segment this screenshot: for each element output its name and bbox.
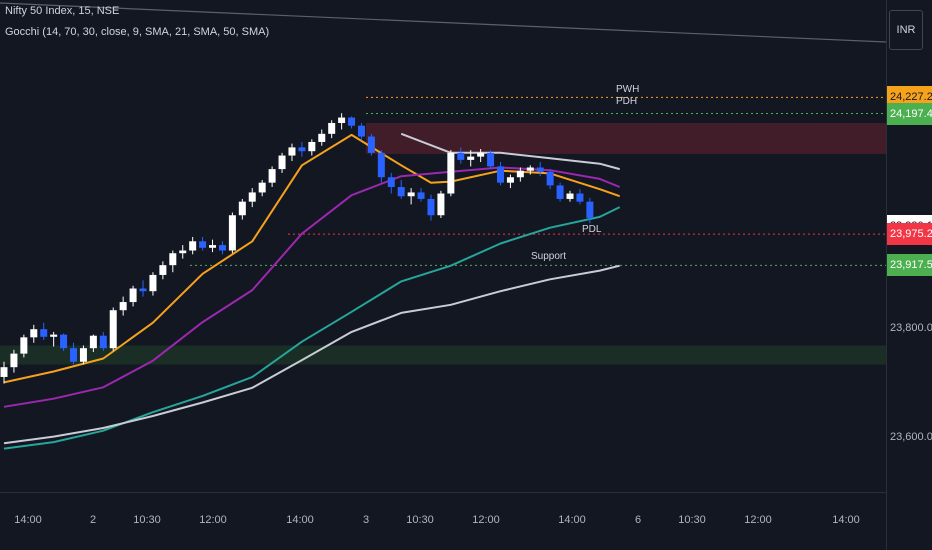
candle-bear <box>298 147 306 152</box>
candle-bear <box>218 245 226 251</box>
candle-bull <box>228 215 236 251</box>
support-label: Support <box>531 251 567 262</box>
candle-bull <box>318 133 326 142</box>
candle-bull <box>447 152 455 194</box>
candle-bull <box>328 122 336 134</box>
price-tag: 23,975.20 <box>887 223 932 246</box>
price-tag: 23,917.50 <box>887 254 932 277</box>
candle-bull <box>159 265 167 275</box>
candle-bull <box>119 302 127 311</box>
time-axis-label: 3 <box>362 514 370 526</box>
candle-bear <box>357 125 365 137</box>
currency-button[interactable]: INR <box>889 10 923 50</box>
candle-bear <box>387 177 395 188</box>
pdl-label: PDL <box>582 224 602 235</box>
candle-bull <box>109 310 117 349</box>
candle-bear <box>199 241 207 248</box>
candle-bull <box>10 353 18 368</box>
candle-bear <box>586 201 594 218</box>
candle-bear <box>487 152 495 167</box>
candle-bull <box>209 245 217 248</box>
candle-bear <box>60 334 68 349</box>
time-axis-label: 12:00 <box>744 514 772 526</box>
candle-bull <box>79 348 87 362</box>
candle-bull <box>268 169 276 183</box>
candle-bear <box>139 288 147 292</box>
pdh-label: PDH <box>616 96 638 107</box>
price-axis-label: 23,800.00 <box>890 322 932 335</box>
candle-bear <box>497 166 504 183</box>
time-axis-label: 14:00 <box>832 514 860 526</box>
candle-bull <box>506 177 514 183</box>
candle-bull <box>288 147 296 156</box>
candle-bull <box>179 250 187 254</box>
candle-bull <box>566 193 574 199</box>
pwh-label: PWH <box>616 84 640 95</box>
candle-bull <box>169 253 177 266</box>
candle-bull <box>149 274 157 292</box>
ma-line-1 <box>3 133 621 384</box>
candle-bear <box>99 335 107 349</box>
time-axis-label: 12:00 <box>472 514 500 526</box>
candle-bear <box>457 152 465 160</box>
candle-bear <box>546 171 554 186</box>
time-axis-separator <box>0 492 886 493</box>
candle-bull <box>20 337 28 354</box>
time-axis-label: 14:00 <box>14 514 42 526</box>
candle-bear <box>427 198 435 216</box>
candle-bull <box>407 192 415 197</box>
time-axis-label: 10:30 <box>133 514 161 526</box>
candle-bear <box>377 152 385 178</box>
candle-bull <box>308 141 316 152</box>
time-axis-label: 10:30 <box>406 514 434 526</box>
resistance-zone <box>366 122 886 154</box>
price-tag: 24,197.40 <box>887 102 932 125</box>
time-axis-label: 2 <box>89 514 97 526</box>
time-axis-label: 6 <box>634 514 642 526</box>
candle-bull <box>248 192 256 202</box>
price-axis-separator <box>886 0 887 550</box>
candle-bull <box>50 334 58 337</box>
ma-line-4 <box>3 264 620 445</box>
candle-bull <box>526 167 534 171</box>
candle-bear <box>536 167 544 172</box>
support-zone <box>0 345 886 365</box>
ma-line-5 <box>400 132 620 171</box>
candle-bull <box>0 367 8 377</box>
price-axis-label: 23,600.00 <box>890 430 932 443</box>
candle-bear <box>367 136 375 153</box>
ma-line-3 <box>3 206 621 450</box>
candle-bull <box>516 170 524 178</box>
time-axis-label: 10:30 <box>678 514 706 526</box>
candle-bull <box>30 329 38 338</box>
candle-bear <box>556 185 564 199</box>
time-axis-label: 12:00 <box>199 514 227 526</box>
ma-line-2 <box>3 166 621 408</box>
candle-bear <box>70 348 78 362</box>
candle-bull <box>258 182 266 193</box>
candle-bear <box>417 192 425 199</box>
candle-bull <box>89 335 97 349</box>
candle-bull <box>467 156 475 160</box>
candle-bull <box>129 288 137 303</box>
candle-bull <box>437 193 445 216</box>
time-axis-label: 14:00 <box>286 514 314 526</box>
candle-bear <box>576 193 584 202</box>
candle-bull <box>278 155 286 170</box>
candle-bear <box>348 117 356 126</box>
time-axis-label: 14:00 <box>558 514 586 526</box>
symbol-legend[interactable]: Nifty 50 Index, 15, NSE <box>5 5 120 17</box>
candle-bull <box>238 201 246 216</box>
candle-bull <box>189 241 197 251</box>
candle-bear <box>40 329 48 337</box>
candle-bear <box>397 187 405 197</box>
candle-bull <box>338 117 346 123</box>
trend-line <box>0 2 887 43</box>
candle-bull <box>477 152 485 157</box>
indicator-legend[interactable]: Gocchi (14, 70, 30, close, 9, SMA, 21, S… <box>5 26 270 38</box>
